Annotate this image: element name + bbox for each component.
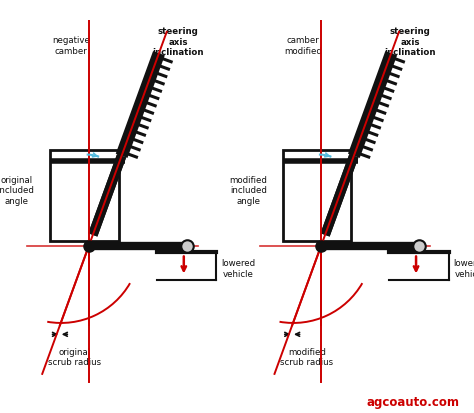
Text: lowered
vehicle: lowered vehicle bbox=[221, 259, 255, 279]
Bar bbox=[50, 150, 119, 241]
Text: camber
modified: camber modified bbox=[284, 36, 322, 56]
Text: modified
included
angle: modified included angle bbox=[229, 176, 267, 206]
Text: lowered
vehicle: lowered vehicle bbox=[453, 259, 474, 279]
Text: steering
axis
inclination: steering axis inclination bbox=[152, 27, 204, 57]
Text: negative
camber: negative camber bbox=[52, 36, 90, 56]
Text: original
scrub radius: original scrub radius bbox=[48, 348, 101, 368]
Bar bbox=[283, 150, 351, 241]
Text: modified
scrub radius: modified scrub radius bbox=[280, 348, 333, 368]
Text: original
included
angle: original included angle bbox=[0, 176, 35, 206]
Text: steering
axis
inclination: steering axis inclination bbox=[384, 27, 436, 57]
Text: agcoauto.com: agcoauto.com bbox=[367, 396, 460, 409]
